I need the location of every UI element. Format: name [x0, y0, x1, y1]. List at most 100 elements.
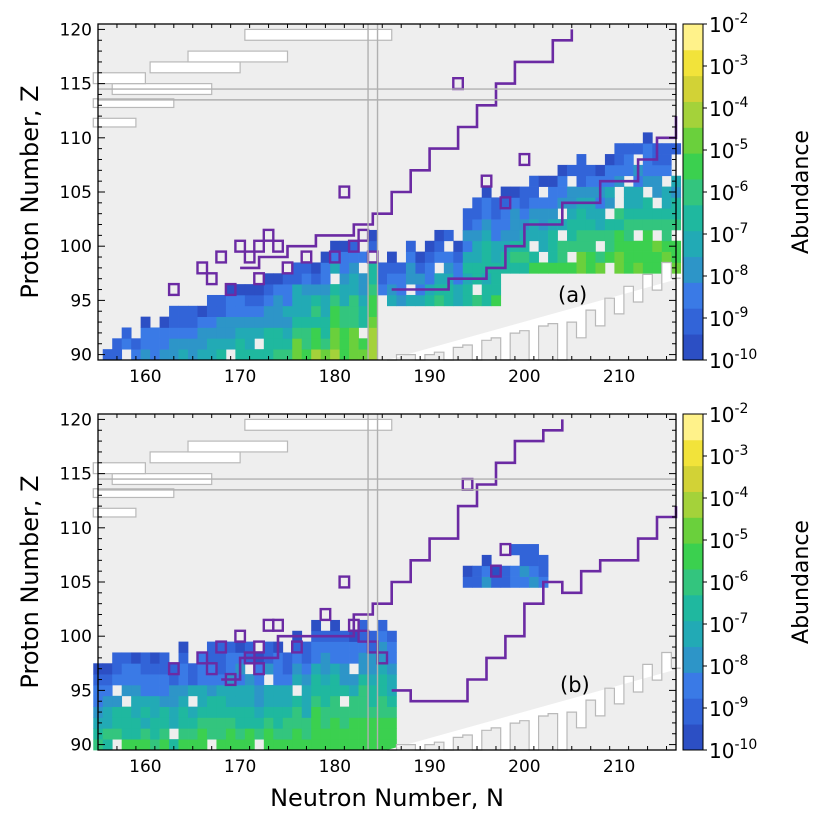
heatmap-cell [159, 695, 170, 707]
heatmap-cell [159, 684, 170, 697]
heatmap-cell [178, 706, 189, 718]
heatmap-cell [661, 208, 672, 220]
x-tick-label: 180 [319, 757, 351, 777]
heatmap-cell [661, 251, 672, 263]
heatmap-cell [623, 251, 634, 263]
heatmap-cell [235, 294, 246, 307]
heatmap-cell [538, 208, 549, 220]
heatmap-cell [169, 684, 179, 697]
heatmap-cell [301, 674, 312, 686]
heatmap-cell [510, 576, 521, 588]
x-tick-label: 170 [224, 367, 256, 387]
heatmap-cell [519, 197, 530, 209]
heatmap-cell [140, 349, 151, 361]
heatmap-cell [567, 262, 577, 274]
heatmap-cell [604, 229, 615, 242]
heatmap-cell [500, 186, 511, 198]
heatmap-cell [254, 728, 265, 740]
heatmap-cell [567, 229, 577, 242]
heatmap-cell [225, 684, 236, 697]
heatmap-cell [254, 305, 265, 317]
heatmap-cell [557, 251, 568, 263]
heatmap-cell [254, 695, 265, 707]
heatmap-cell [150, 739, 160, 751]
colorbar-segment [683, 620, 703, 648]
heatmap-cell [472, 229, 483, 242]
heatmap-cell [349, 316, 359, 328]
heatmap-cell [311, 739, 322, 751]
colorbar-tick-label: 10-8 [709, 263, 748, 289]
heatmap-cell [368, 338, 378, 350]
heatmap-cell [244, 338, 255, 350]
heatmap-cell [538, 197, 549, 209]
heatmap-cell [349, 728, 359, 740]
heatmap-cell [585, 251, 596, 263]
heatmap-cell [121, 706, 132, 718]
heatmap-cell [292, 706, 303, 718]
heatmap-cell [529, 544, 539, 556]
heatmap-cell [235, 717, 246, 729]
heatmap-cell [235, 316, 246, 328]
heatmap-cell [453, 284, 464, 296]
heatmap-cell [311, 706, 322, 718]
heatmap-cell [519, 544, 530, 556]
heatmap-cell [349, 240, 359, 252]
known-region-outline [92, 462, 146, 475]
heatmap-cell [519, 554, 530, 567]
colorbar-segment [683, 75, 703, 102]
heatmap-cell [169, 327, 179, 339]
heatmap-cell [282, 663, 293, 675]
heatmap-cell [358, 739, 369, 751]
heatmap-cell [368, 674, 378, 686]
heatmap-cell [263, 338, 274, 350]
heatmap-cell [642, 240, 653, 252]
heatmap-cell [311, 349, 322, 361]
heatmap-cell [443, 262, 454, 274]
heatmap-cell [358, 717, 369, 729]
heatmap-cell [159, 327, 170, 339]
purple-boundary-box [234, 629, 247, 643]
heatmap-cell [225, 695, 236, 707]
heatmap-cell [358, 652, 369, 664]
heatmap-cell [225, 652, 236, 664]
heatmap-cell [292, 652, 303, 664]
colorbar-segment [683, 308, 703, 335]
heatmap-cell [358, 728, 369, 740]
heatmap-cell [311, 338, 322, 350]
heatmap-cell [538, 175, 549, 187]
heatmap-cell [368, 706, 378, 718]
heatmap-cell [225, 728, 236, 740]
heatmap-cell [349, 327, 359, 339]
heatmap-cell [358, 251, 369, 263]
heatmap-cell [320, 641, 331, 653]
colorbar-segment [683, 334, 703, 361]
y-axis-title-b: Proton Number, Z [16, 475, 44, 688]
purple-boundary-a [167, 29, 678, 297]
heatmap-cell [131, 652, 141, 664]
purple-boundary-box [224, 672, 237, 687]
heatmap-cell [557, 186, 568, 198]
heatmap-cell [358, 663, 369, 675]
heatmap-cell [320, 316, 331, 328]
heatmap-cell [140, 684, 151, 697]
heatmap-cell [197, 695, 208, 707]
colorbar-tick-label: 10-3 [709, 443, 748, 469]
colorbar-segment [683, 230, 703, 258]
colorbar-tick-label: 10-9 [709, 305, 748, 331]
heatmap-cell [140, 663, 151, 675]
heatmap-cell [377, 674, 388, 686]
heatmap-cell [225, 284, 236, 296]
heatmap-cell [481, 251, 492, 263]
heatmap-cell [150, 684, 160, 697]
heatmap-cell [292, 284, 303, 296]
heatmap-cell [244, 327, 255, 339]
heatmap-cell [368, 695, 378, 707]
heatmap-cell [415, 294, 426, 307]
heatmap-cell [311, 684, 322, 697]
heatmap-cell [510, 197, 521, 209]
heatmap-cell [387, 674, 397, 686]
heatmap-cell [604, 251, 615, 263]
colorbar-tick-label: 10-5 [709, 527, 748, 553]
heatmap-cell [472, 576, 483, 588]
heatmap-cell [462, 284, 473, 296]
